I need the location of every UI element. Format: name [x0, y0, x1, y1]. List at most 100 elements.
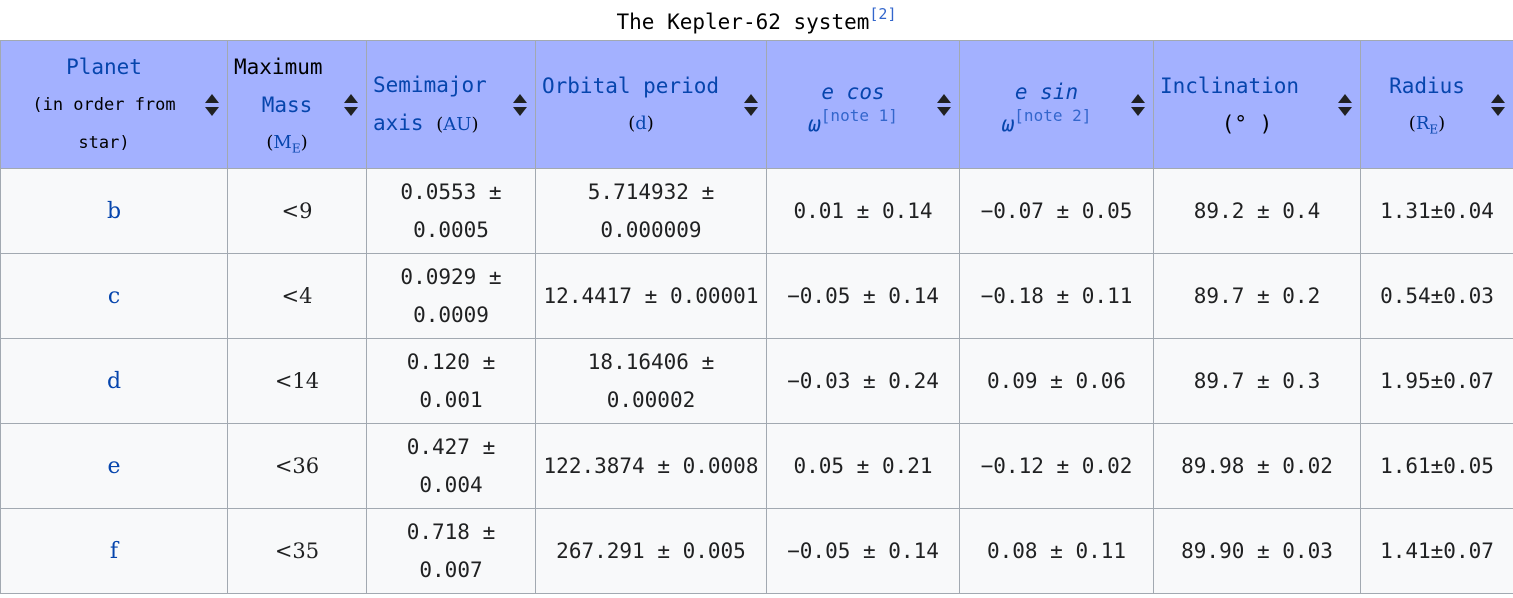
semimajor-value: 0.427 ± [406, 435, 496, 459]
planet-link[interactable]: b [106, 198, 122, 224]
planet-link[interactable]: e [107, 453, 121, 479]
esin-cell: −0.12 ± 0.02 [959, 423, 1154, 509]
esin-header-title: e sin [1014, 79, 1079, 104]
radius-cell: 1.95±0.07 [1360, 338, 1513, 424]
ecos-cell: −0.05 ± 0.14 [766, 253, 960, 339]
sort-icon[interactable] [344, 93, 358, 116]
esin-cell: −0.07 ± 0.05 [959, 168, 1154, 254]
sort-icon[interactable] [1131, 93, 1145, 116]
inclination-header-title[interactable]: Inclination [1160, 73, 1300, 98]
day-unit-link[interactable]: d [635, 112, 647, 134]
table-row: b <9 0.0553 ± 0.0005 5.714932 ± 0.000009 0… [0, 168, 1513, 254]
sort-icon[interactable] [744, 93, 758, 116]
semimajor-cell: 0.120 ± 0.001 [366, 338, 536, 424]
col-header-planet[interactable]: Planet (in order from star) [0, 40, 228, 169]
period-cell: 12.4417 ± 0.00001 [535, 253, 767, 339]
sort-icon[interactable] [513, 93, 527, 116]
table-row: e <36 0.427 ± 0.004 122.3874 ± 0.0008 0.0… [0, 423, 1513, 509]
earth-radius-link[interactable]: RE [1415, 112, 1438, 136]
header-row: Planet (in order from star) Maximum Mass… [0, 40, 1513, 169]
ecos-cell: 0.01 ± 0.14 [766, 168, 960, 254]
period-cell: 267.291 ± 0.005 [535, 508, 767, 594]
period-value: 18.16406 ± [587, 350, 715, 374]
earth-mass-subscript: E [291, 141, 301, 156]
au-unit-link[interactable]: AU [443, 113, 472, 135]
earth-radius-symbol: R [1415, 112, 1430, 134]
radius-cell: 0.54±0.03 [1360, 253, 1513, 339]
planet-link[interactable]: c [107, 283, 121, 309]
planet-cell[interactable]: f [0, 508, 228, 594]
mass-cell: <36 [227, 423, 367, 509]
degree-unit: (° ) [1221, 111, 1273, 136]
sort-icon[interactable] [1338, 93, 1352, 116]
omega-symbol: ω [1001, 111, 1015, 136]
sort-icon[interactable] [937, 93, 951, 116]
inclination-cell: 89.7 ± 0.3 [1153, 338, 1361, 424]
planet-cell[interactable]: c [0, 253, 228, 339]
note-1-link[interactable]: [note 1] [820, 105, 898, 125]
mass-cell: <35 [227, 508, 367, 594]
semimajor-error: 0.004 [419, 473, 483, 497]
planet-header-subtitle-2: star) [78, 132, 130, 153]
col-header-ecos[interactable]: e cos ω[note 1] [766, 40, 960, 169]
period-cell: 5.714932 ± 0.000009 [535, 168, 767, 254]
planet-link[interactable]: f [109, 538, 119, 564]
planet-link[interactable]: d [106, 368, 122, 394]
period-cell: 18.16406 ± 0.00002 [535, 338, 767, 424]
note-2-link[interactable]: [note 2] [1014, 105, 1092, 125]
planet-cell[interactable]: e [0, 423, 228, 509]
semimajor-value: 0.718 ± [406, 520, 496, 544]
table-row: d <14 0.120 ± 0.001 18.16406 ± 0.00002 −0.… [0, 338, 1513, 424]
semimajor-header-title[interactable]: Semimajor [373, 72, 487, 97]
semimajor-error: 0.001 [419, 388, 483, 412]
caption-reference[interactable]: [2] [869, 5, 896, 23]
reference-link[interactable]: [2] [869, 5, 897, 23]
ecos-cell: 0.05 ± 0.21 [766, 423, 960, 509]
radius-header-title: Radius [1389, 73, 1465, 98]
semimajor-cell: 0.427 ± 0.004 [366, 423, 536, 509]
planet-header-subtitle: (in order from [32, 94, 176, 115]
inclination-cell: 89.90 ± 0.03 [1153, 508, 1361, 594]
earth-mass-link[interactable]: ME [273, 132, 301, 156]
ecos-cell: −0.03 ± 0.24 [766, 338, 960, 424]
table-row: f <35 0.718 ± 0.007 267.291 ± 0.005 −0.05… [0, 508, 1513, 594]
sort-icon[interactable] [205, 93, 219, 116]
sort-icon[interactable] [1491, 93, 1505, 116]
semimajor-cell: 0.718 ± 0.007 [366, 508, 536, 594]
col-header-inclination[interactable]: Inclination (° ) [1153, 40, 1361, 169]
period-value: 5.714932 ± [587, 180, 715, 204]
semimajor-header-title-2[interactable]: axis [373, 110, 424, 135]
semimajor-error: 0.007 [419, 558, 483, 582]
col-header-period[interactable]: Orbital period (d) [535, 40, 767, 169]
kepler-62-table: Planet (in order from star) Maximum Mass… [0, 40, 1513, 594]
mass-header-title: Maximum [234, 54, 323, 79]
semimajor-cell: 0.0929 ± 0.0009 [366, 253, 536, 339]
planet-cell[interactable]: b [0, 168, 228, 254]
radius-cell: 1.61±0.05 [1360, 423, 1513, 509]
col-header-mass[interactable]: Maximum Mass (ME) [227, 40, 367, 169]
period-value: 122.3874 ± 0.0008 [543, 454, 759, 478]
col-header-esin[interactable]: e sin ω[note 2] [959, 40, 1154, 169]
omega-symbol: ω [808, 111, 821, 136]
inclination-cell: 89.2 ± 0.4 [1153, 168, 1361, 254]
planet-header-title: Planet [66, 54, 142, 79]
inclination-cell: 89.7 ± 0.2 [1153, 253, 1361, 339]
col-header-semimajor[interactable]: Semimajor axis (AU) [366, 40, 536, 169]
semimajor-error: 0.0005 [413, 218, 489, 242]
mass-header-link[interactable]: Mass [261, 92, 313, 117]
period-error: 0.000009 [600, 218, 702, 242]
caption-title: The Kepler-62 system [616, 10, 870, 34]
ecos-cell: −0.05 ± 0.14 [766, 508, 960, 594]
radius-cell: 1.31±0.04 [1360, 168, 1513, 254]
semimajor-value: 0.0929 ± [400, 265, 502, 289]
mass-cell: <4 [227, 253, 367, 339]
col-header-radius[interactable]: Radius (RE) [1360, 40, 1513, 169]
period-value: 267.291 ± 0.005 [556, 539, 746, 563]
period-cell: 122.3874 ± 0.0008 [535, 423, 767, 509]
semimajor-cell: 0.0553 ± 0.0005 [366, 168, 536, 254]
period-header-title[interactable]: Orbital period [542, 73, 720, 98]
period-value: 12.4417 ± 0.00001 [543, 284, 759, 308]
mass-cell: <14 [227, 338, 367, 424]
table-caption: The Kepler-62 system[2] [0, 0, 1513, 40]
planet-cell[interactable]: d [0, 338, 228, 424]
